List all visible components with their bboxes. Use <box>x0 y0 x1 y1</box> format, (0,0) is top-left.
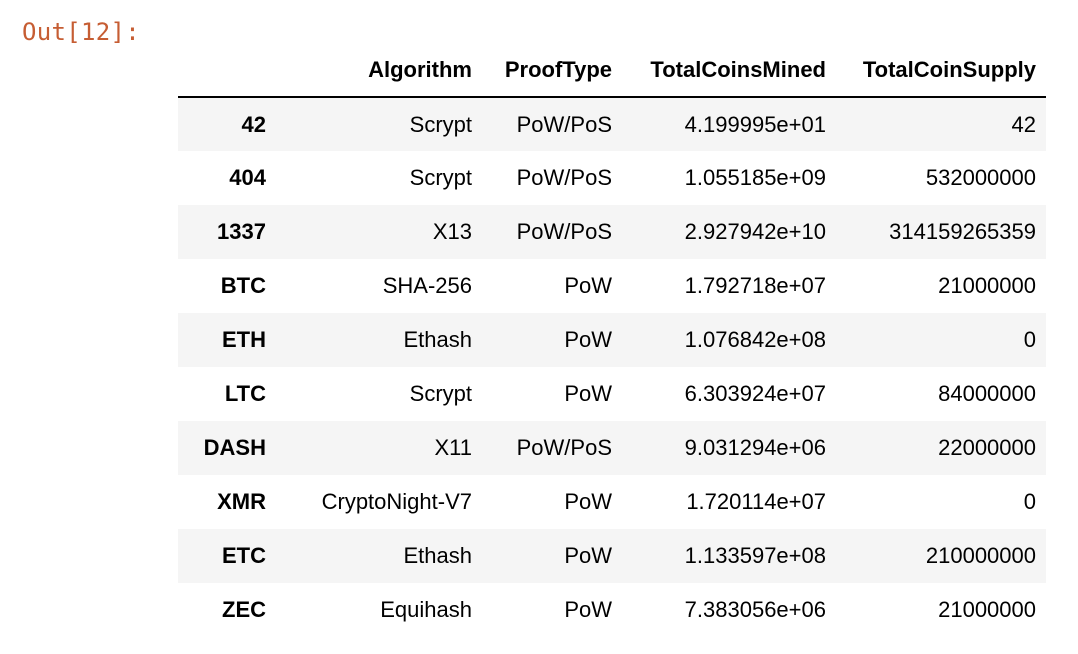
cell-algorithm: Scrypt <box>409 381 472 406</box>
cell-totalcoinsupply: 84000000 <box>938 381 1036 406</box>
row-index-label: 404 <box>229 165 266 190</box>
cell-totalcoinsmined: 2.927942e+10 <box>684 219 826 244</box>
table-row: ZEC Equihash PoW 7.383056e+06 21000000 <box>178 583 1046 637</box>
table-header: Algorithm ProofType TotalCoinsMined Tota… <box>178 44 1046 98</box>
cell-totalcoinsupply: 0 <box>1023 327 1036 352</box>
cell-algorithm: X13 <box>432 219 472 244</box>
table-row: ETH Ethash PoW 1.076842e+08 0 <box>178 313 1046 367</box>
table-body: 42 Scrypt PoW/PoS 4.199995e+01 42 404 Scrypt Po… <box>178 97 1046 637</box>
row-index-label: XMR <box>217 489 266 514</box>
cell-prooftype: PoW <box>564 273 612 298</box>
header-totalcoinsupply: TotalCoinSupply <box>836 44 1046 98</box>
cell-totalcoinsmined: 1.792718e+07 <box>684 273 826 298</box>
cell-prooftype: PoW <box>564 489 612 514</box>
table-row: LTC Scrypt PoW 6.303924e+07 84000000 <box>178 367 1046 421</box>
cell-prooftype: PoW/PoS <box>516 435 612 460</box>
table-row: 42 Scrypt PoW/PoS 4.199995e+01 42 <box>178 97 1046 151</box>
cell-totalcoinsupply: 22000000 <box>938 435 1036 460</box>
table-row: BTC SHA-256 PoW 1.792718e+07 21000000 <box>178 259 1046 313</box>
header-algorithm: Algorithm <box>278 44 482 98</box>
cell-prooftype: PoW <box>564 327 612 352</box>
cell-totalcoinsupply: 42 <box>1011 111 1036 137</box>
cell-totalcoinsupply: 0 <box>1023 489 1036 514</box>
cell-totalcoinsmined: 7.383056e+06 <box>684 597 826 622</box>
cell-algorithm: Equihash <box>380 597 472 622</box>
cell-totalcoinsupply: 532000000 <box>925 165 1036 190</box>
cell-prooftype: PoW/PoS <box>516 111 612 137</box>
cell-prooftype: PoW <box>564 381 612 406</box>
cell-algorithm: X11 <box>434 435 472 460</box>
cell-totalcoinsupply: 21000000 <box>938 273 1036 298</box>
cell-prooftype: PoW <box>564 543 612 568</box>
row-index-label: BTC <box>220 273 266 298</box>
row-index-label: DASH <box>203 435 266 460</box>
dataframe-output: Algorithm ProofType TotalCoinsMined Tota… <box>178 44 1046 637</box>
table-row: 1337 X13 PoW/PoS 2.927942e+10 314159265359 <box>178 205 1046 259</box>
cell-prooftype: PoW/PoS <box>516 165 612 190</box>
table-row: XMR CryptoNight-V7 PoW 1.720114e+07 0 <box>178 475 1046 529</box>
output-prompt-label: Out[12]: <box>22 18 140 46</box>
dataframe-table: Algorithm ProofType TotalCoinsMined Tota… <box>178 44 1046 637</box>
header-row: Algorithm ProofType TotalCoinsMined Tota… <box>178 44 1046 98</box>
cell-algorithm: Scrypt <box>409 165 472 190</box>
cell-totalcoinsmined: 1.720114e+07 <box>686 489 826 514</box>
cell-prooftype: PoW <box>564 597 612 622</box>
row-index-label: 42 <box>241 111 266 137</box>
cell-totalcoinsmined: 6.303924e+07 <box>684 381 826 406</box>
cell-totalcoinsupply: 314159265359 <box>889 219 1036 244</box>
cell-algorithm: SHA-256 <box>382 273 472 298</box>
header-prooftype: ProofType <box>482 44 622 98</box>
row-index-label: 1337 <box>217 219 266 244</box>
cell-totalcoinsmined: 4.199995e+01 <box>684 111 826 137</box>
cell-prooftype: PoW/PoS <box>516 219 612 244</box>
cell-algorithm: Scrypt <box>409 111 472 137</box>
header-index <box>178 44 278 98</box>
cell-totalcoinsmined: 1.076842e+08 <box>684 327 826 352</box>
table-row: ETC Ethash PoW 1.133597e+08 210000000 <box>178 529 1046 583</box>
cell-totalcoinsupply: 210000000 <box>925 543 1036 568</box>
row-index-label: LTC <box>224 381 266 406</box>
cell-algorithm: Ethash <box>403 327 473 352</box>
cell-algorithm: Ethash <box>403 543 473 568</box>
table-row: 404 Scrypt PoW/PoS 1.055185e+09 532000000 <box>178 151 1046 205</box>
row-index-label: ETH <box>222 327 266 352</box>
row-index-label: ZEC <box>222 597 266 622</box>
cell-totalcoinsmined: 1.133597e+08 <box>684 543 826 568</box>
header-totalcoinsmined: TotalCoinsMined <box>622 44 836 98</box>
cell-totalcoinsmined: 9.031294e+06 <box>684 435 826 460</box>
table-row: DASH X11 PoW/PoS 9.031294e+06 22000000 <box>178 421 1046 475</box>
cell-algorithm: CryptoNight-V7 <box>321 489 472 514</box>
cell-totalcoinsmined: 1.055185e+09 <box>684 165 826 190</box>
cell-totalcoinsupply: 21000000 <box>938 597 1036 622</box>
row-index-label: ETC <box>222 543 266 568</box>
